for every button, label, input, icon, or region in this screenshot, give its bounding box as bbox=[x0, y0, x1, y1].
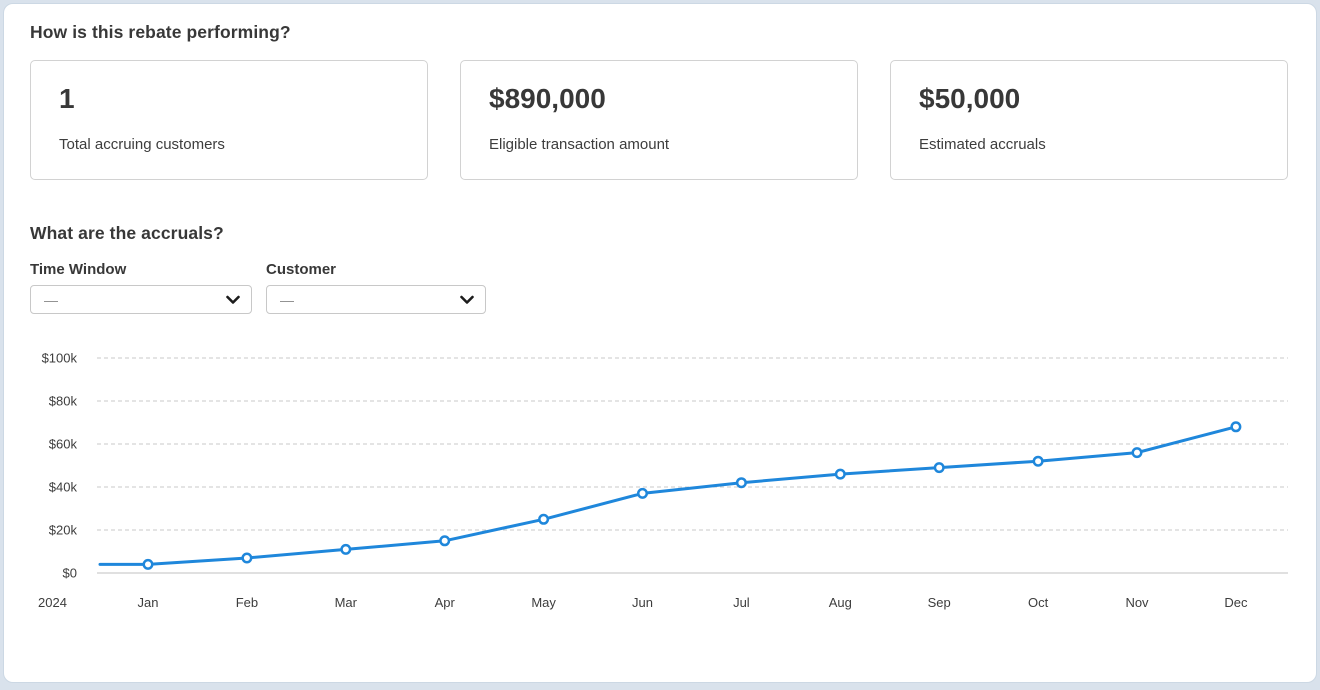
x-axis-year-label: 2024 bbox=[38, 595, 67, 610]
x-axis-month-label: Aug bbox=[829, 595, 852, 610]
data-point-marker bbox=[834, 468, 846, 480]
data-point-marker bbox=[538, 513, 550, 525]
stat-label: Eligible transaction amount bbox=[489, 136, 670, 153]
x-axis-month-label: Jul bbox=[733, 595, 750, 610]
data-point-marker bbox=[735, 477, 747, 489]
stat-card-total-accruing-customers: 1 Total accruing customers bbox=[30, 60, 428, 180]
x-axis-month-label: Apr bbox=[435, 595, 456, 610]
x-axis-month-label: Oct bbox=[1028, 595, 1049, 610]
stat-value: 1 bbox=[59, 83, 75, 114]
x-axis-month-label: Jan bbox=[138, 595, 159, 610]
x-axis-month-label: Feb bbox=[236, 595, 258, 610]
customer-selected-value: — bbox=[280, 291, 294, 308]
accruals-section-heading: What are the accruals? bbox=[30, 223, 224, 243]
time-window-select[interactable]: — bbox=[30, 285, 252, 314]
data-point-marker bbox=[1131, 447, 1143, 459]
data-point-marker bbox=[241, 552, 253, 564]
data-point-marker bbox=[637, 487, 648, 499]
data-point-marker bbox=[439, 535, 451, 547]
x-axis-month-label: Nov bbox=[1125, 595, 1149, 610]
chevron-down-icon bbox=[226, 295, 240, 304]
chevron-down-icon bbox=[460, 295, 474, 304]
data-point-marker bbox=[933, 462, 945, 474]
x-axis-month-label: Dec bbox=[1224, 595, 1248, 610]
stat-label: Estimated accruals bbox=[919, 136, 1046, 153]
performance-section-heading: How is this rebate performing? bbox=[30, 22, 291, 42]
stat-value: $50,000 bbox=[919, 83, 1021, 114]
accruals-series-line bbox=[98, 425, 1238, 566]
data-point-marker bbox=[1032, 455, 1044, 467]
time-window-selected-value: — bbox=[44, 291, 58, 308]
x-axis-month-label: May bbox=[531, 595, 556, 610]
stat-label: Total accruing customers bbox=[59, 136, 225, 153]
stat-card-eligible-transaction-amount: $890,000 Eligible transaction amount bbox=[460, 60, 858, 180]
x-axis-month-label: Jun bbox=[632, 595, 653, 610]
customer-select[interactable]: — bbox=[266, 285, 486, 314]
data-point-marker bbox=[1230, 421, 1242, 433]
y-axis-tick-label: $0 bbox=[63, 566, 77, 581]
accruals-line-chart: $0 $20k $40k $60k $80k $100k 2024 Jan Feb Mar Apr M… bbox=[38, 351, 1288, 610]
x-axis-month-label: Mar bbox=[335, 595, 358, 610]
customer-filter-label: Customer bbox=[266, 261, 337, 278]
stat-value: $890,000 bbox=[489, 83, 606, 114]
y-axis-tick-label: $80k bbox=[49, 394, 78, 409]
data-point-marker bbox=[340, 543, 352, 555]
y-axis-tick-label: $60k bbox=[49, 437, 78, 452]
stat-card-estimated-accruals: $50,000 Estimated accruals bbox=[890, 60, 1288, 180]
y-axis-tick-label: $40k bbox=[49, 480, 78, 495]
data-point-marker bbox=[142, 558, 154, 570]
x-axis-month-label: Sep bbox=[928, 595, 951, 610]
y-axis-tick-label: $20k bbox=[49, 523, 78, 538]
time-window-filter-label: Time Window bbox=[30, 261, 127, 278]
y-axis-tick-label: $100k bbox=[42, 351, 78, 366]
